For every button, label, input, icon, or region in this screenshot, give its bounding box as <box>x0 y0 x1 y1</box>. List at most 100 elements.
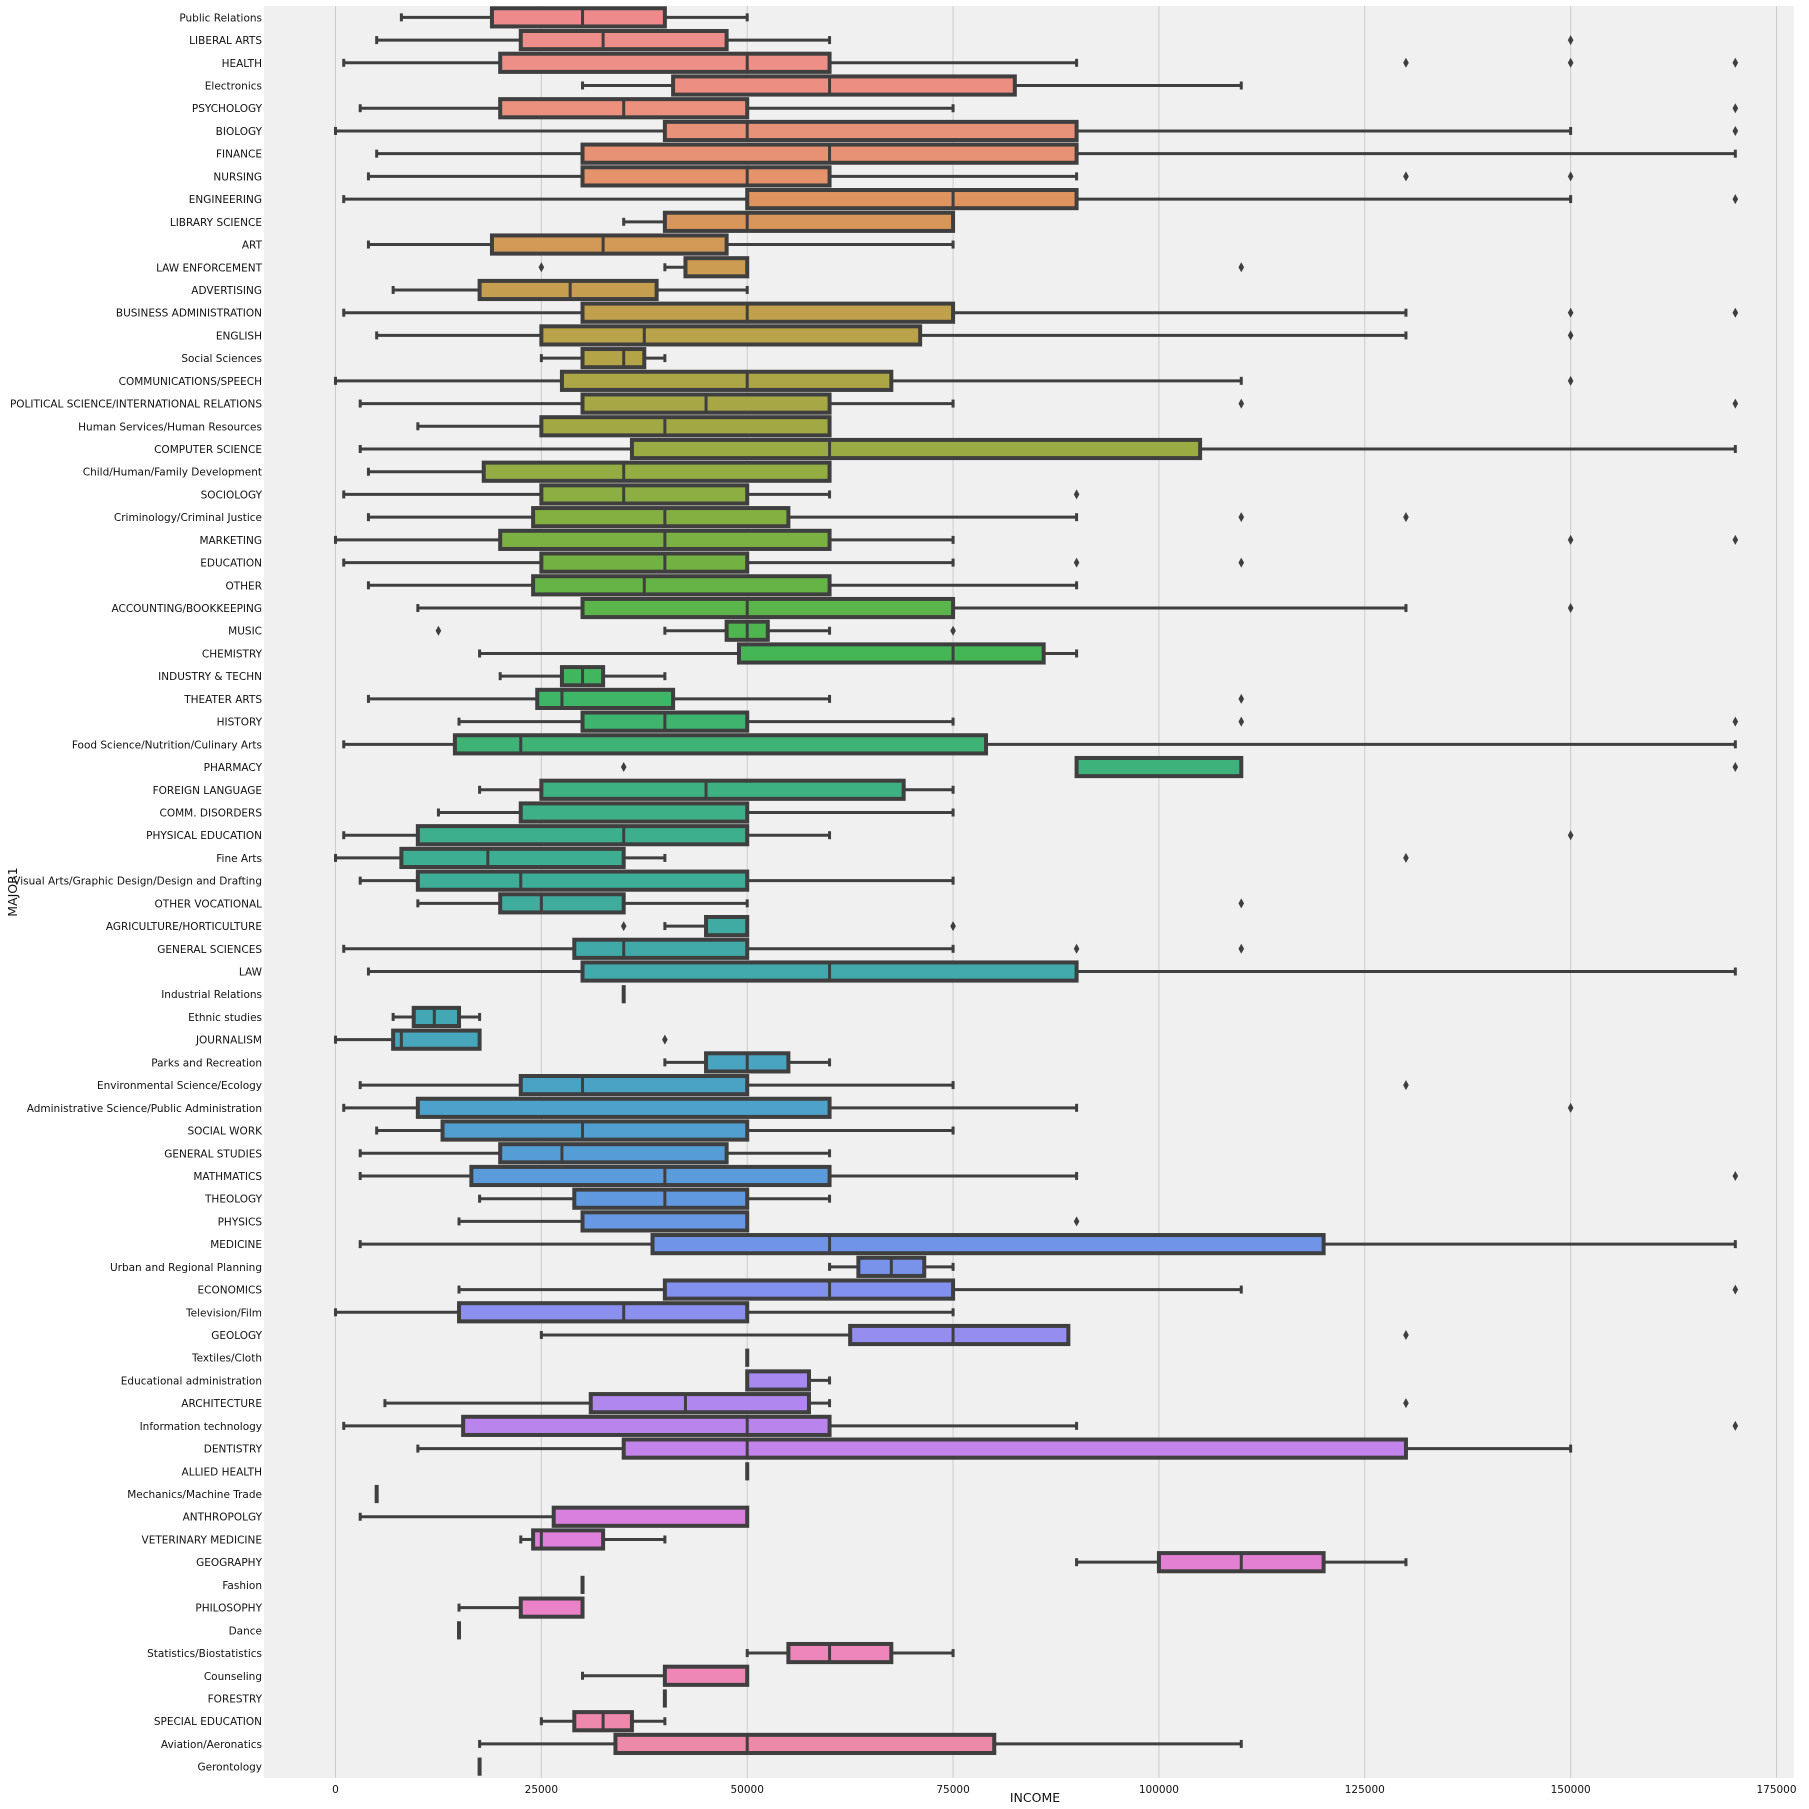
y-tick-label: Mechanics/Machine Trade <box>127 1489 262 1501</box>
x-tick-label: 125000 <box>1345 1784 1385 1796</box>
iqr-box <box>1074 755 1244 779</box>
iqr-box <box>662 119 1079 143</box>
box-group <box>478 778 955 801</box>
y-tick-label: ALLIED HEALTH <box>182 1466 262 1478</box>
box-group <box>478 1732 1243 1756</box>
y-tick-label: Parks and Recreation <box>151 1057 262 1069</box>
box-group <box>358 1233 1737 1256</box>
x-tick-label: 25000 <box>525 1784 558 1796</box>
box-group <box>334 1028 668 1051</box>
box-group <box>375 142 1737 165</box>
y-tick-label: FORESTRY <box>208 1693 263 1705</box>
box-group <box>538 256 1245 279</box>
iqr-box <box>539 483 750 506</box>
y-tick-label: Information technology <box>140 1421 262 1433</box>
iqr-box <box>662 1664 750 1687</box>
y-tick-label: GENERAL STUDIES <box>164 1148 262 1160</box>
x-axis-title: INCOME <box>1010 1790 1060 1805</box>
y-tick-label: NURSING <box>213 171 262 183</box>
iqr-box <box>411 1005 462 1029</box>
y-tick-label: FOREIGN LANGUAGE <box>153 785 262 797</box>
box-group <box>342 301 1739 324</box>
iqr-box <box>531 574 832 597</box>
iqr-box <box>489 233 729 256</box>
outlier-point <box>1403 57 1409 68</box>
outlier-point <box>1732 716 1739 727</box>
box-group <box>416 415 832 438</box>
iqr-box <box>848 1323 1071 1347</box>
y-tick-label: PHYSICS <box>218 1216 263 1228</box>
box-group <box>342 551 1245 574</box>
box-group <box>581 74 1243 97</box>
y-tick-label: ARCHITECTURE <box>181 1398 262 1410</box>
y-tick-label: Human Services/Human Resources <box>78 421 262 433</box>
box-group <box>342 1414 1739 1437</box>
outlier-point <box>1238 512 1245 523</box>
box-group <box>366 506 1409 529</box>
iqr-box <box>559 369 894 392</box>
y-tick-label: GENERAL SCIENCES <box>157 944 262 956</box>
y-tick-label: ECONOMICS <box>197 1285 262 1297</box>
iqr-box <box>518 801 750 824</box>
iqr-box <box>469 1164 832 1188</box>
y-tick-label: POLITICAL SCIENCE/INTERNATIONAL RELATION… <box>10 399 262 411</box>
y-tick-label: BUSINESS ADMINISTRATION <box>116 308 262 320</box>
iqr-box <box>415 824 750 847</box>
y-tick-label: SOCIAL WORK <box>187 1126 263 1138</box>
outlier-point <box>1238 693 1245 704</box>
y-tick-label: Criminology/Criminal Justice <box>114 512 262 524</box>
iqr-box <box>580 165 832 188</box>
y-tick-label: MEDICINE <box>210 1239 262 1251</box>
y-tick-label: SOCIOLOGY <box>201 489 263 501</box>
outlier-point <box>620 762 627 773</box>
outlier-point <box>1732 762 1739 773</box>
outlier-point <box>1567 1102 1574 1113</box>
iqr-box <box>518 1596 585 1619</box>
x-tick-label: 0 <box>332 1784 339 1796</box>
iqr-box <box>498 51 832 74</box>
outlier-point <box>1403 512 1409 523</box>
y-tick-label: MATHMATICS <box>193 1171 262 1183</box>
box-group <box>416 1437 1573 1460</box>
outlier-point <box>1567 171 1574 182</box>
outlier-point <box>1567 57 1574 68</box>
y-tick-label: JOURNALISM <box>195 1035 262 1047</box>
box-group <box>358 1164 1739 1188</box>
iqr-box <box>745 1369 811 1392</box>
outlier-point <box>1732 125 1739 136</box>
box-group <box>342 824 1574 847</box>
outlier-point <box>1567 35 1574 46</box>
outlier-point <box>1732 1420 1739 1431</box>
box-group <box>375 28 1574 52</box>
box-group <box>334 528 1739 551</box>
outlier-point <box>1732 1170 1739 1181</box>
box-group <box>358 392 1739 415</box>
box-group <box>334 119 1739 143</box>
y-tick-label: Child/Human/Family Development <box>83 467 262 479</box>
box-group <box>358 97 1739 120</box>
outlier-point <box>1567 603 1574 614</box>
box-group <box>745 1641 955 1665</box>
box-group <box>366 233 955 256</box>
box-group <box>539 347 667 370</box>
y-tick-label: Administrative Science/Public Administra… <box>27 1103 262 1115</box>
box-group <box>383 1392 1409 1415</box>
y-tick-label: LIBERAL ARTS <box>189 35 262 47</box>
box-group <box>745 1369 832 1392</box>
box-group <box>366 960 1737 983</box>
iqr-box <box>415 1096 832 1119</box>
x-tick-label: 75000 <box>936 1784 969 1796</box>
box-group <box>342 188 1739 211</box>
box-group <box>358 1142 832 1165</box>
iqr-box <box>551 1505 750 1528</box>
box-group <box>622 210 956 233</box>
y-tick-label: ACCOUNTING/BOOKKEEPING <box>111 603 262 615</box>
outlier-point <box>662 1034 668 1045</box>
y-axis-title: MAJOR1 <box>5 867 20 917</box>
y-tick-label: Social Sciences <box>181 353 262 365</box>
box-group <box>366 165 1574 188</box>
y-tick-label: LIBRARY SCIENCE <box>170 217 262 229</box>
box-group <box>358 1505 750 1528</box>
box-group <box>366 687 1245 710</box>
box-group <box>828 1255 955 1278</box>
